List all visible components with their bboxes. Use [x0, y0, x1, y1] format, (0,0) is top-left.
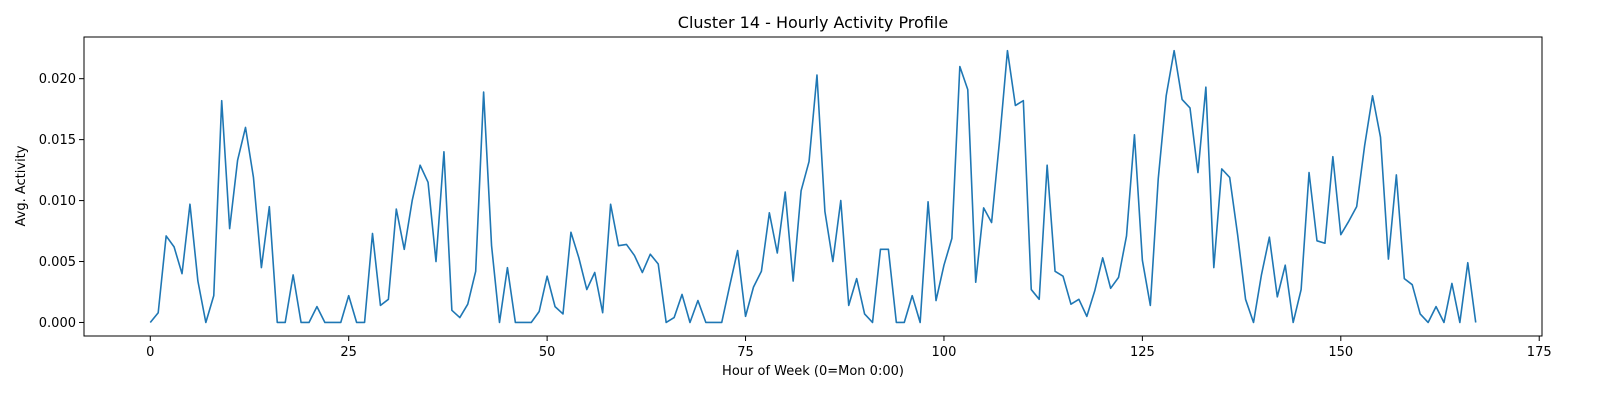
x-tick-label: 150: [1328, 345, 1353, 360]
y-axis-label: Avg. Activity: [14, 145, 29, 226]
series-line: [149, 49, 1477, 324]
x-tick-label: 50: [539, 345, 556, 360]
y-tick-label: 0.005: [39, 255, 76, 270]
x-axis: 0 25 50 75 100 125 150 175: [146, 336, 1552, 360]
y-axis: 0.000 0.005 0.010 0.015 0.020: [39, 72, 84, 331]
plot-area: [149, 49, 1477, 324]
x-tick-label: 175: [1527, 345, 1552, 360]
x-tick-label: 0: [146, 345, 154, 360]
plot-frame: [83, 36, 1543, 337]
chart-title: Cluster 14 - Hourly Activity Profile: [678, 13, 948, 32]
x-tick-label: 75: [737, 345, 754, 360]
y-tick-label: 0.010: [39, 194, 76, 209]
x-axis-label: Hour of Week (0=Mon 0:00): [722, 364, 904, 379]
x-tick-label: 100: [932, 345, 957, 360]
y-tick-label: 0.020: [39, 72, 76, 87]
y-tick-label: 0.000: [39, 316, 76, 331]
x-tick-label: 125: [1130, 345, 1155, 360]
y-tick-label: 0.015: [39, 133, 76, 148]
x-tick-label: 25: [340, 345, 357, 360]
